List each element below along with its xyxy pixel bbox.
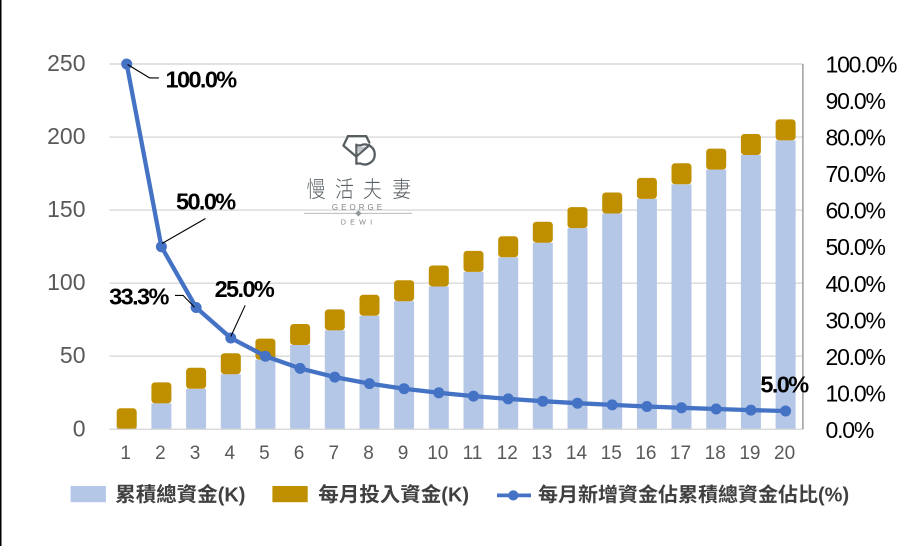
svg-text:33.3%: 33.3% — [109, 283, 169, 309]
svg-text:(%): (%) — [818, 485, 849, 507]
svg-text:18: 18 — [705, 443, 726, 464]
svg-text:DEWI: DEWI — [341, 218, 377, 227]
svg-text:25.0%: 25.0% — [215, 276, 275, 302]
svg-text:100.0%: 100.0% — [166, 66, 238, 92]
svg-text:11: 11 — [463, 443, 483, 464]
svg-text:7: 7 — [329, 443, 340, 464]
svg-text:150: 150 — [47, 196, 85, 222]
svg-text:50.0%: 50.0% — [176, 189, 236, 215]
svg-text:9: 9 — [398, 443, 409, 464]
svg-text:0.0%: 0.0% — [826, 417, 874, 443]
svg-text:16: 16 — [635, 443, 656, 464]
svg-text:80.0%: 80.0% — [826, 125, 886, 151]
svg-text:10: 10 — [427, 443, 448, 464]
svg-text:10.0%: 10.0% — [826, 380, 886, 406]
svg-text:90.0%: 90.0% — [826, 88, 886, 114]
svg-text:(K): (K) — [441, 485, 469, 507]
svg-text:1: 1 — [120, 443, 131, 464]
svg-text:3: 3 — [190, 443, 201, 464]
svg-text:19: 19 — [739, 443, 760, 464]
svg-text:200: 200 — [47, 123, 85, 149]
svg-text:250: 250 — [47, 50, 85, 76]
svg-text:20: 20 — [774, 443, 795, 464]
svg-text:30.0%: 30.0% — [826, 307, 886, 333]
svg-text:(K): (K) — [218, 485, 246, 507]
svg-text:20.0%: 20.0% — [826, 344, 886, 370]
svg-text:0: 0 — [73, 415, 86, 441]
svg-text:40.0%: 40.0% — [826, 271, 886, 297]
svg-text:4: 4 — [225, 443, 236, 464]
svg-text:50: 50 — [60, 342, 86, 368]
svg-text:60.0%: 60.0% — [826, 198, 886, 224]
svg-text:12: 12 — [497, 443, 518, 464]
svg-text:14: 14 — [566, 443, 588, 464]
svg-text:100.0%: 100.0% — [826, 52, 898, 78]
svg-text:2: 2 — [155, 443, 166, 464]
svg-text:13: 13 — [531, 443, 552, 464]
svg-text:70.0%: 70.0% — [826, 161, 886, 187]
svg-text:15: 15 — [601, 443, 622, 464]
svg-text:17: 17 — [670, 443, 691, 464]
svg-text:50.0%: 50.0% — [826, 234, 886, 260]
svg-text:GEORGE: GEORGE — [332, 203, 385, 212]
svg-text:5.0%: 5.0% — [760, 371, 809, 397]
svg-text:100: 100 — [47, 269, 85, 295]
svg-text:5: 5 — [259, 443, 270, 464]
svg-text:6: 6 — [294, 443, 305, 464]
svg-text:8: 8 — [363, 443, 374, 464]
